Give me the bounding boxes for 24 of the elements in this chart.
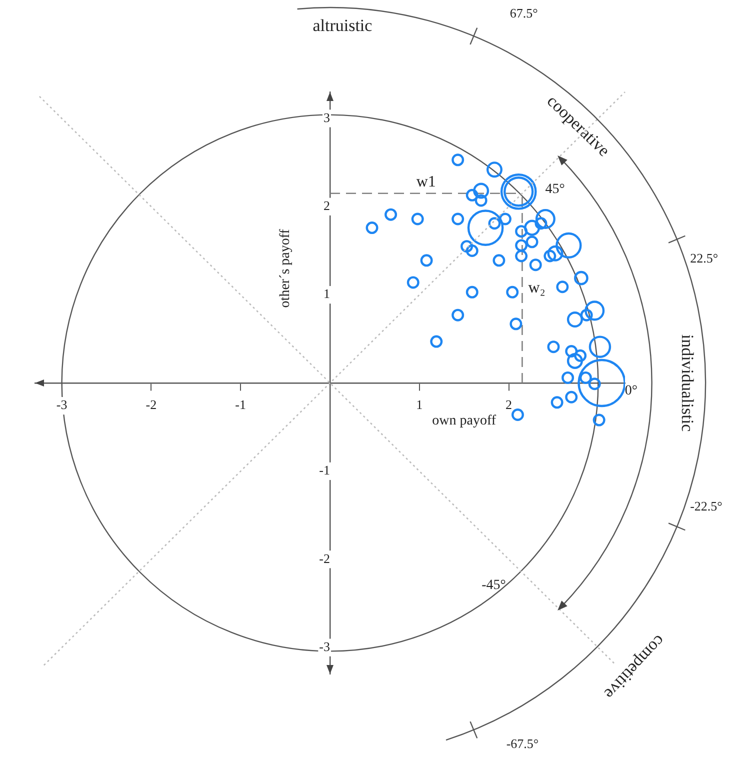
annotation: 0° [624,383,638,398]
text: 67.5° [510,6,538,21]
y-tick-label: 1 [324,286,330,302]
x-tick-label: 1 [416,397,423,412]
x-tick-label: -2 [146,397,157,412]
annotation: 45° [545,182,565,197]
text: individualistic [678,334,698,432]
text: 22.5° [690,250,718,266]
y-tick-label: -2 [319,550,330,566]
y-tick-label: -1 [319,462,330,478]
y-tick-label: -3 [319,638,330,654]
ref-line-label: w₂ [528,279,546,296]
x-tick-label: -3 [56,397,68,412]
y-tick-label: 2 [324,198,330,214]
text: altruistic [312,16,373,36]
text: -67.5° [506,736,539,751]
y-axis-title: other´s payoff [278,228,293,308]
ref-line-label: w1 [416,174,436,191]
y-tick-label: 3 [324,110,330,125]
x-axis-title: own payoff [432,414,496,429]
text: -22.5° [690,498,722,514]
x-tick-label: 2 [506,397,512,412]
annotation: -45° [482,578,506,593]
x-tick-label: -1 [235,397,246,412]
